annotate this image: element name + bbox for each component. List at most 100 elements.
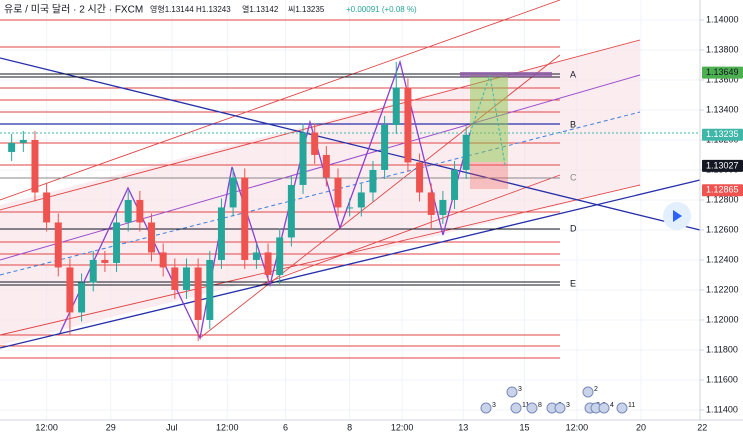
event-icon [480,402,492,414]
candle-body [299,132,307,185]
candle-body [276,237,284,275]
event-count: 11 [522,402,529,409]
candle-body [322,154,330,178]
x-tick-label: 8 [347,422,352,432]
candle-body [392,87,400,125]
candle-body [241,177,249,260]
candle-body [31,139,39,193]
chart-title: 유로 / 미국 달러 · 2 시간 · FXCM [4,4,143,16]
x-tick-label: 12:00 [216,422,239,432]
legend-item: 영형1.13144 [150,4,194,14]
event-count: 11 [628,402,635,409]
x-tick-label: Jul [166,422,178,432]
x-tick-label: 6 [283,422,288,432]
event-icon [506,386,518,398]
candle-body [229,177,237,208]
stop-box [470,162,508,189]
ohlc-legend: 영형1.13144 H1.13243 열1.13142 씨1.13235 +0.0009… [150,4,417,14]
x-tick-label: 29 [106,422,116,432]
price-axis [700,0,743,436]
candle-body [89,259,97,283]
candle-body [427,192,435,215]
event-count: 3 [518,386,522,393]
candle-body [78,282,86,313]
candle-body [171,267,179,290]
candle-body [287,184,295,238]
event-count: 2 [594,386,598,393]
candle-body [206,259,214,320]
event-icon [510,402,522,414]
candle-body [8,142,16,152]
candle-body [416,162,424,193]
price-label-bg [702,66,743,79]
price-label: 1.13649 [706,67,739,77]
trend-down [0,57,701,231]
candle-body [217,207,225,260]
annotation: A [570,69,576,79]
event-icon [616,402,628,414]
annotation: C [570,172,577,182]
x-tick-label: 13 [458,422,468,432]
play-button[interactable] [663,202,691,230]
y-tick-label: 1.11600 [706,374,738,384]
candle-body [357,192,365,208]
candle-body [346,207,354,209]
play-icon[interactable] [673,210,682,222]
candle-body [159,252,167,268]
events: 3311893223411 [480,386,635,414]
event-count: 8 [538,402,542,409]
price-label: 1.12865 [706,185,739,195]
x-tick-label: 12:00 [35,422,58,432]
y-tick-label: 1.14000 [706,14,739,24]
candle-body [252,252,260,260]
price-label: 1.13235 [706,129,739,139]
candle-body [194,267,202,320]
event-icon [526,402,538,414]
x-tick-label: 22 [697,422,707,432]
candle-body [136,199,144,223]
candle-body [439,199,447,215]
y-tick-label: 1.12800 [706,194,739,204]
y-tick-label: 1.13600 [706,74,739,84]
candles [8,61,470,341]
event-icon [554,402,566,414]
dashed-line [0,111,641,276]
y-tick-label: 1.12600 [706,224,739,234]
event-count: 4 [610,402,614,409]
y-tick-label: 1.12000 [706,314,739,324]
drawings [0,0,701,359]
candle-body [451,169,459,200]
annotation: E [570,278,576,288]
candle-body [381,124,389,170]
price-label: 1.13027 [706,160,739,170]
top-bar [460,72,552,77]
annotation: D [570,223,577,233]
candle-body [19,139,27,143]
trend-up [0,179,701,349]
target-box [470,74,508,162]
y-tick-label: 1.13400 [706,104,739,114]
projection [469,74,506,166]
y-tick-label: 1.11800 [706,344,738,354]
x-tick-label: 15 [519,422,529,432]
candle-body [101,259,109,263]
candle-body [462,134,470,170]
y-tick-label: 1.12200 [706,284,739,294]
legend-item: 열1.13142 [242,5,279,14]
legend-item: 씨1.13235 [288,5,325,14]
x-tick-label: 20 [636,422,646,432]
event-icon [582,386,594,398]
candle-body [54,222,62,268]
event-count: 3 [492,402,496,409]
candle-body [311,132,319,155]
candle-body [124,199,132,223]
y-tick-label: 1.12400 [706,254,739,264]
legend-item: H1.13243 [196,5,231,14]
candle-body [334,177,342,208]
x-tick-label: 12:00 [566,422,589,432]
y-tick-label: 1.13800 [706,44,739,54]
candle-body [404,87,412,163]
legend-item: +0.00091 (+0.08 %) [346,5,417,14]
candle-body [264,252,272,275]
